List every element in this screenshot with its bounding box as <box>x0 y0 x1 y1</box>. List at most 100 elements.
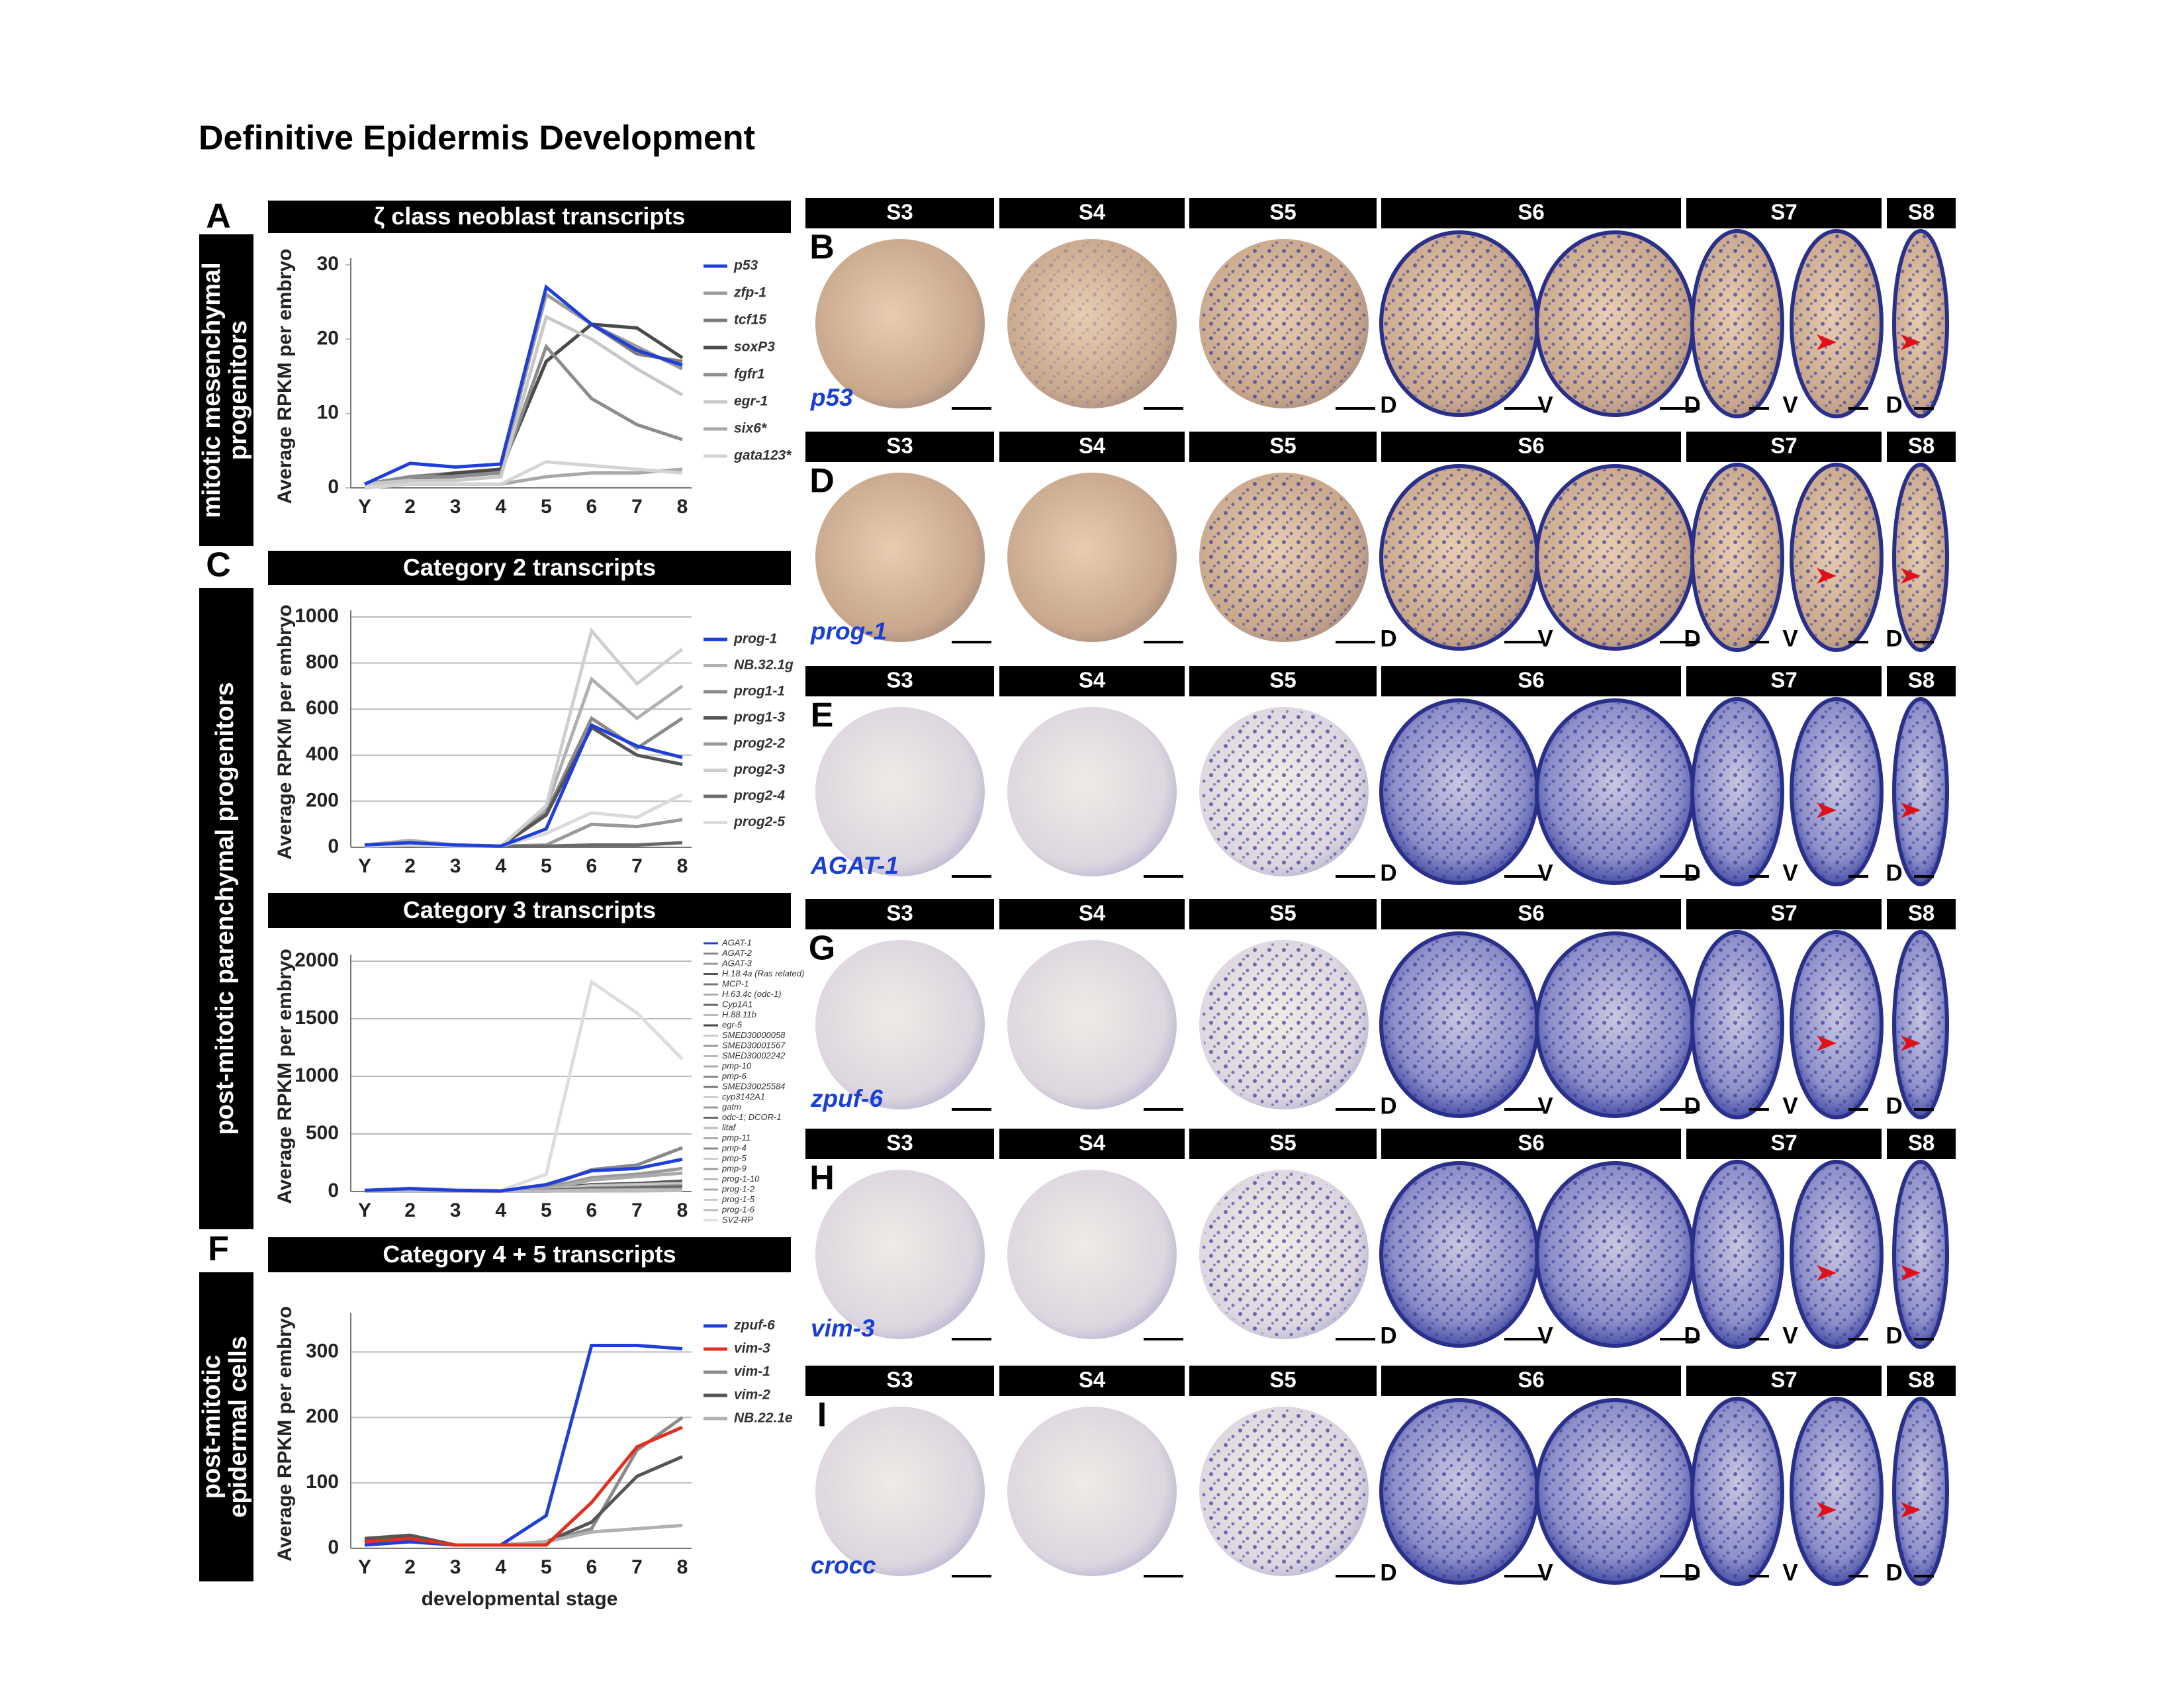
stage-label: S4 <box>1079 1368 1106 1392</box>
panel-letter: E <box>811 696 834 735</box>
x-tick-label: 4 <box>495 496 506 518</box>
chart-title: Category 3 transcripts <box>403 896 656 923</box>
view-label: D <box>1380 392 1396 418</box>
x-tick-label: Y <box>358 1199 371 1221</box>
gene-label: prog-1 <box>810 618 887 645</box>
x-tick-label: 8 <box>677 1556 688 1578</box>
view-label: V <box>1782 860 1798 886</box>
series-line <box>363 284 683 486</box>
stage-header <box>999 666 1185 696</box>
stage-header <box>1189 198 1377 228</box>
series-line <box>364 723 683 848</box>
stage-label: S8 <box>1908 668 1934 692</box>
x-tick-label: 2 <box>404 1556 416 1578</box>
stage-label: S7 <box>1770 668 1797 692</box>
embryo-staining <box>1539 703 1690 880</box>
side-label: epidermal cells <box>224 1336 252 1518</box>
x-tick-label: 6 <box>586 1199 598 1221</box>
series-line <box>364 460 683 490</box>
view-label: D <box>1886 1323 1902 1348</box>
stage-header <box>1887 1129 1956 1159</box>
x-tick-label: 7 <box>631 496 643 518</box>
stage-header <box>805 899 994 929</box>
embryo <box>815 1170 985 1339</box>
arrowhead <box>1817 568 1837 584</box>
y-axis-label: Average RPKM per embryo <box>274 949 296 1204</box>
series-line <box>364 792 684 848</box>
panel-letter: H <box>809 1159 835 1197</box>
embryo-staining <box>1897 1164 1944 1344</box>
stage-label: S4 <box>1079 200 1106 224</box>
y-tick-label: 0 <box>328 476 339 498</box>
embryo-staining <box>1202 1409 1366 1573</box>
legend-label: prog1-3 <box>733 710 785 725</box>
legend-label: soxP3 <box>734 340 775 355</box>
legend-label: gata123* <box>733 448 792 463</box>
view-label: D <box>1886 860 1902 886</box>
legend-label: H.18.4a (Ras related) <box>722 968 804 978</box>
x-tick-label: 4 <box>495 1199 506 1221</box>
arrowhead <box>1817 334 1837 350</box>
series-line <box>364 291 684 486</box>
x-axis-label: developmental stage <box>422 1588 618 1610</box>
series-line <box>364 314 684 486</box>
x-tick-label: 5 <box>541 1199 552 1221</box>
legend-label: Cyp1A1 <box>722 999 752 1009</box>
view-label: D <box>1380 1560 1396 1585</box>
x-tick-label: 7 <box>631 1199 643 1221</box>
view-label: V <box>1782 1323 1798 1348</box>
view-label: V <box>1782 626 1798 651</box>
gene-label: vim-3 <box>811 1315 875 1342</box>
y-tick-label: 1000 <box>295 1064 339 1086</box>
y-tick-label: 10 <box>317 402 339 424</box>
embryo-staining <box>1794 702 1879 882</box>
view-label: V <box>1537 392 1553 418</box>
embryo-staining <box>1202 943 1366 1107</box>
legend-label: pmp-11 <box>721 1133 751 1143</box>
arrowhead <box>1901 1502 1921 1518</box>
stage-label: S6 <box>1518 901 1544 925</box>
stage-label: S6 <box>1518 200 1544 224</box>
embryo-staining <box>1010 242 1174 406</box>
view-label: D <box>1684 392 1700 418</box>
view-label: V <box>1782 392 1798 418</box>
stage-header <box>1887 666 1956 696</box>
stage-header <box>1686 1366 1882 1396</box>
embryo-staining <box>1897 935 1944 1115</box>
stage-header <box>1686 1129 1882 1159</box>
stage-header <box>1189 666 1377 696</box>
y-tick-label: 1500 <box>295 1007 339 1029</box>
legend-label: NB.22.1e <box>734 1411 793 1426</box>
y-tick-label: 500 <box>306 1122 339 1144</box>
x-tick-label: 6 <box>586 496 598 518</box>
chart-header <box>268 201 791 233</box>
stage-header <box>1381 1366 1681 1396</box>
legend-label: pmp-10 <box>721 1060 752 1070</box>
y-tick-label: 300 <box>306 1340 339 1362</box>
view-label: V <box>1782 1560 1798 1585</box>
view-label: V <box>1782 1093 1798 1119</box>
x-tick-label: 3 <box>450 855 461 877</box>
embryo <box>815 473 985 642</box>
series-line <box>364 1425 683 1547</box>
embryo-staining <box>1202 242 1366 406</box>
x-tick-label: 7 <box>631 1556 643 1578</box>
embryo-staining <box>1539 235 1690 412</box>
stage-header <box>1189 1366 1377 1396</box>
x-tick-label: 4 <box>495 855 506 877</box>
embryo-staining <box>1384 1166 1535 1343</box>
y-axis-label: Average RPKM per embryo <box>274 249 296 504</box>
stage-header <box>999 432 1185 462</box>
x-tick-label: 2 <box>404 1199 416 1221</box>
y-tick-label: 800 <box>306 651 339 673</box>
stage-label: S3 <box>886 1368 913 1392</box>
legend-label: pmp-4 <box>721 1143 747 1152</box>
view-label: V <box>1537 1093 1553 1119</box>
x-tick-label: Y <box>358 1556 371 1578</box>
y-tick-label: 20 <box>317 327 339 349</box>
side-label-box <box>199 588 253 1229</box>
embryo <box>1007 1170 1177 1339</box>
legend-label: pmp-9 <box>721 1163 747 1173</box>
legend-label: AGAT-3 <box>721 958 752 968</box>
panel-letter: B <box>809 228 835 267</box>
